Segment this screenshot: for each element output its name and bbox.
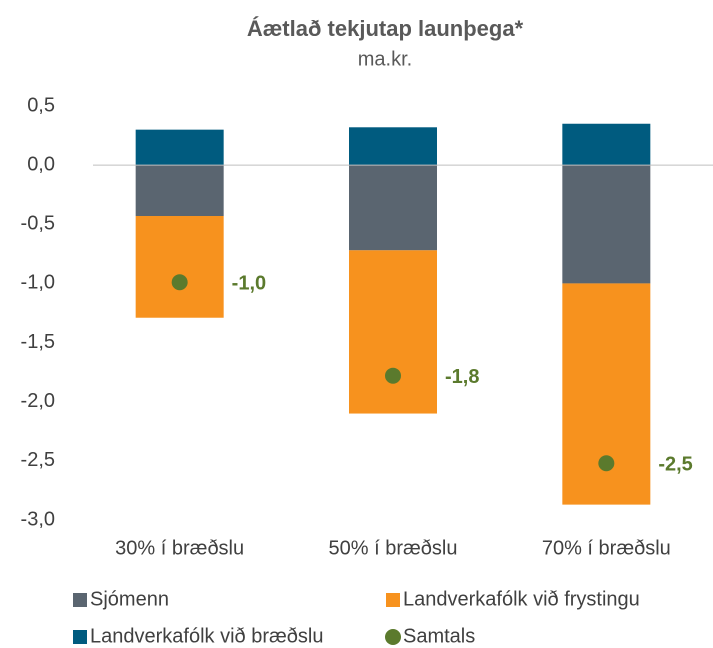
y-tick-label: -0,5	[21, 213, 55, 235]
legend-swatch	[386, 593, 400, 607]
y-tick-label: -1,0	[21, 272, 55, 294]
legend-label: Landverkafólk við frystingu	[403, 588, 640, 610]
bar-segment	[349, 127, 437, 166]
bar-segment	[562, 283, 651, 505]
legend-swatch	[73, 630, 87, 644]
bar-segment	[135, 129, 224, 166]
data-label: -1,0	[232, 273, 266, 295]
chart-subtitle: ma.kr.	[358, 48, 412, 70]
bar-segment	[349, 250, 437, 414]
x-tick-label: 30% í bræðslu	[115, 537, 244, 559]
bar-segment	[562, 123, 651, 166]
bar-segment	[135, 165, 224, 217]
total-dot	[385, 367, 401, 384]
y-tick-label: -2,0	[21, 390, 55, 412]
bar-segment	[562, 165, 651, 284]
legend-swatch	[73, 593, 87, 607]
total-dot	[598, 455, 615, 472]
x-tick-label: 70% í bræðslu	[542, 537, 671, 559]
y-tick-label: -3,0	[21, 508, 55, 530]
legend-marker	[385, 629, 401, 645]
legend-label: Sjómenn	[90, 588, 169, 610]
y-tick-label: 0,0	[27, 153, 55, 175]
data-label: -1,8	[445, 366, 479, 388]
total-dot	[171, 274, 188, 291]
bar-segment	[349, 165, 437, 251]
legend-label: Samtals	[403, 625, 475, 647]
data-label: -2,5	[658, 454, 692, 476]
chart-title: Áætlað tekjutap launþega*	[247, 16, 524, 41]
legend-label: Landverkafólk við bræðslu	[90, 625, 323, 647]
bar-segment	[135, 216, 224, 318]
x-tick-label: 50% í bræðslu	[329, 537, 458, 559]
y-tick-label: -1,5	[21, 331, 55, 353]
y-tick-label: 0,5	[27, 94, 55, 116]
y-tick-label: -2,5	[21, 449, 55, 471]
